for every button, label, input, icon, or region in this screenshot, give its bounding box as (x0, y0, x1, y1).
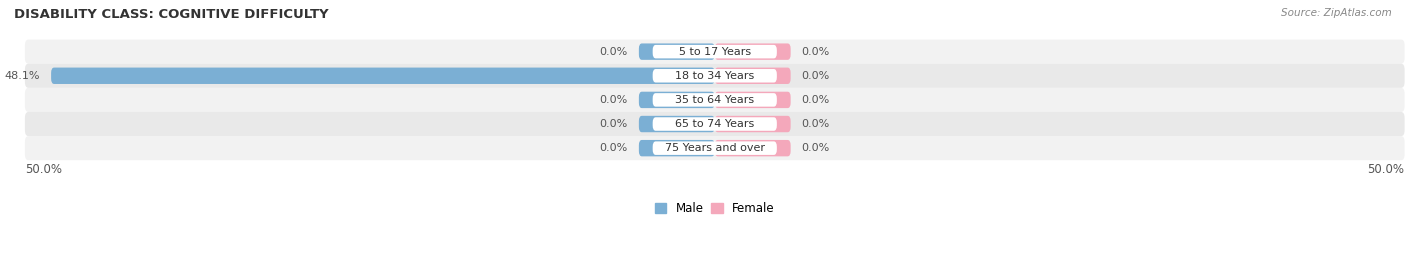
FancyBboxPatch shape (652, 93, 778, 107)
Text: 0.0%: 0.0% (599, 47, 628, 57)
FancyBboxPatch shape (51, 68, 714, 84)
FancyBboxPatch shape (652, 45, 778, 58)
FancyBboxPatch shape (652, 69, 778, 83)
Text: 0.0%: 0.0% (599, 119, 628, 129)
FancyBboxPatch shape (25, 112, 1405, 136)
FancyBboxPatch shape (638, 116, 714, 132)
Text: 48.1%: 48.1% (4, 71, 41, 81)
Text: Source: ZipAtlas.com: Source: ZipAtlas.com (1281, 8, 1392, 18)
FancyBboxPatch shape (714, 116, 790, 132)
Text: 0.0%: 0.0% (599, 95, 628, 105)
Text: DISABILITY CLASS: COGNITIVE DIFFICULTY: DISABILITY CLASS: COGNITIVE DIFFICULTY (14, 8, 329, 21)
FancyBboxPatch shape (25, 40, 1405, 64)
Text: 0.0%: 0.0% (801, 47, 830, 57)
Text: 50.0%: 50.0% (25, 163, 62, 176)
Text: 35 to 64 Years: 35 to 64 Years (675, 95, 755, 105)
FancyBboxPatch shape (25, 88, 1405, 112)
FancyBboxPatch shape (714, 140, 790, 156)
Text: 0.0%: 0.0% (801, 71, 830, 81)
Text: 0.0%: 0.0% (801, 119, 830, 129)
Legend: Male, Female: Male, Female (650, 198, 779, 220)
Text: 0.0%: 0.0% (801, 95, 830, 105)
FancyBboxPatch shape (652, 117, 778, 131)
Text: 18 to 34 Years: 18 to 34 Years (675, 71, 755, 81)
FancyBboxPatch shape (25, 136, 1405, 160)
FancyBboxPatch shape (638, 140, 714, 156)
Text: 5 to 17 Years: 5 to 17 Years (679, 47, 751, 57)
Text: 0.0%: 0.0% (599, 143, 628, 153)
FancyBboxPatch shape (714, 43, 790, 60)
FancyBboxPatch shape (652, 142, 778, 155)
Text: 65 to 74 Years: 65 to 74 Years (675, 119, 755, 129)
FancyBboxPatch shape (638, 43, 714, 60)
Text: 50.0%: 50.0% (1368, 163, 1405, 176)
FancyBboxPatch shape (714, 68, 790, 84)
Text: 75 Years and over: 75 Years and over (665, 143, 765, 153)
FancyBboxPatch shape (25, 64, 1405, 88)
Text: 0.0%: 0.0% (801, 143, 830, 153)
FancyBboxPatch shape (714, 92, 790, 108)
FancyBboxPatch shape (638, 92, 714, 108)
